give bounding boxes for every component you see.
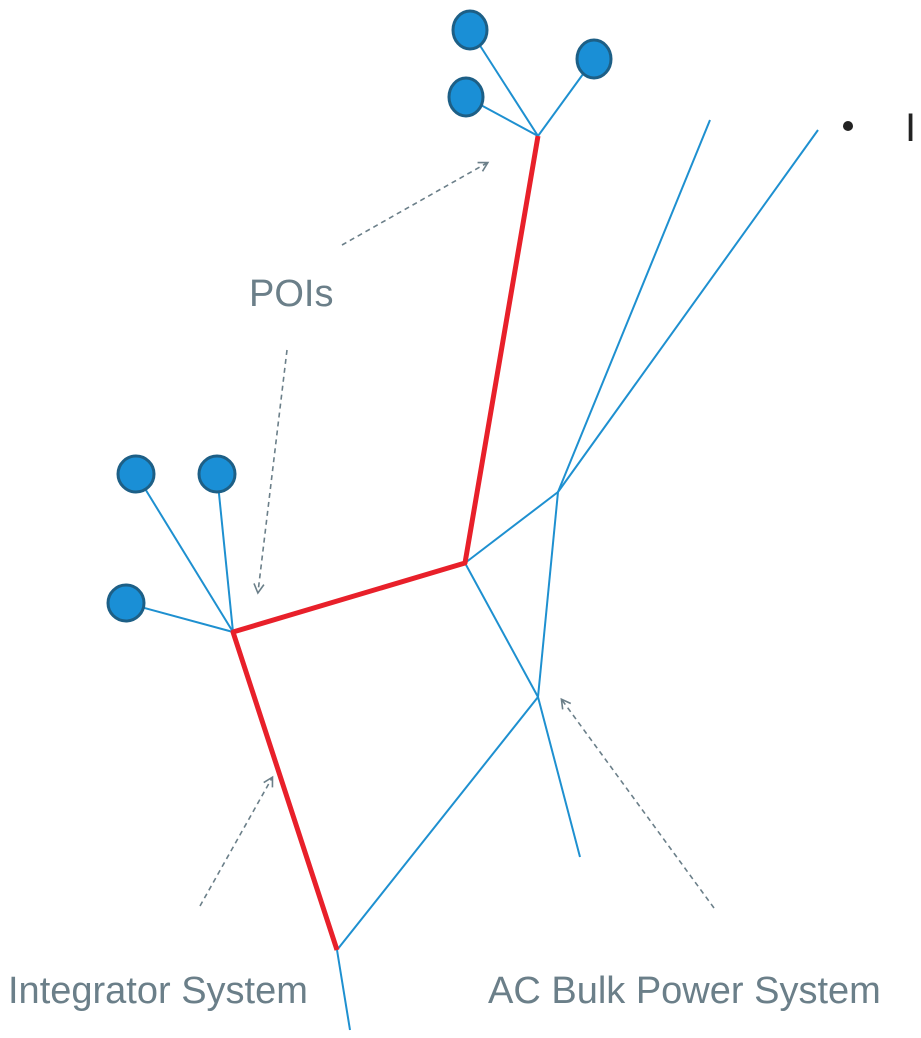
integrator-arrow	[199, 775, 274, 907]
poi-node	[575, 38, 613, 80]
bulk-line	[464, 491, 559, 564]
bulk-line	[557, 129, 819, 493]
bulk-line	[464, 562, 539, 698]
poi-node	[106, 583, 146, 623]
bulk-line	[336, 949, 351, 1031]
pois-arrow-top	[341, 161, 490, 246]
poi-feeder	[135, 473, 234, 633]
poi-node	[447, 76, 485, 118]
poi-node	[197, 454, 237, 494]
ac-bulk-power-system-label: AC Bulk Power System	[488, 970, 881, 1012]
pois-label: POIs	[249, 273, 333, 315]
bulk-line	[537, 696, 581, 858]
poi-feeder	[216, 473, 234, 633]
integrator-system-label: Integrator System	[8, 970, 308, 1012]
poi-feeder	[469, 29, 539, 137]
poi-node	[116, 454, 156, 494]
integrator-line	[230, 135, 541, 951]
integrator-system-lines	[230, 135, 541, 951]
annotation-arrows	[199, 161, 715, 909]
bulk-line	[336, 696, 539, 951]
poi-nodes	[106, 9, 613, 623]
pois-arrow-bottom	[253, 349, 288, 595]
bulk-line	[557, 119, 711, 493]
bullet-text: I	[905, 106, 916, 150]
bulk-arrow	[560, 697, 715, 909]
poi-feeder-lines	[125, 29, 595, 633]
bulk-line	[537, 491, 559, 698]
poi-node	[451, 9, 489, 51]
ac-bulk-power-system-lines	[336, 119, 819, 1031]
bullet-dot	[843, 121, 853, 131]
